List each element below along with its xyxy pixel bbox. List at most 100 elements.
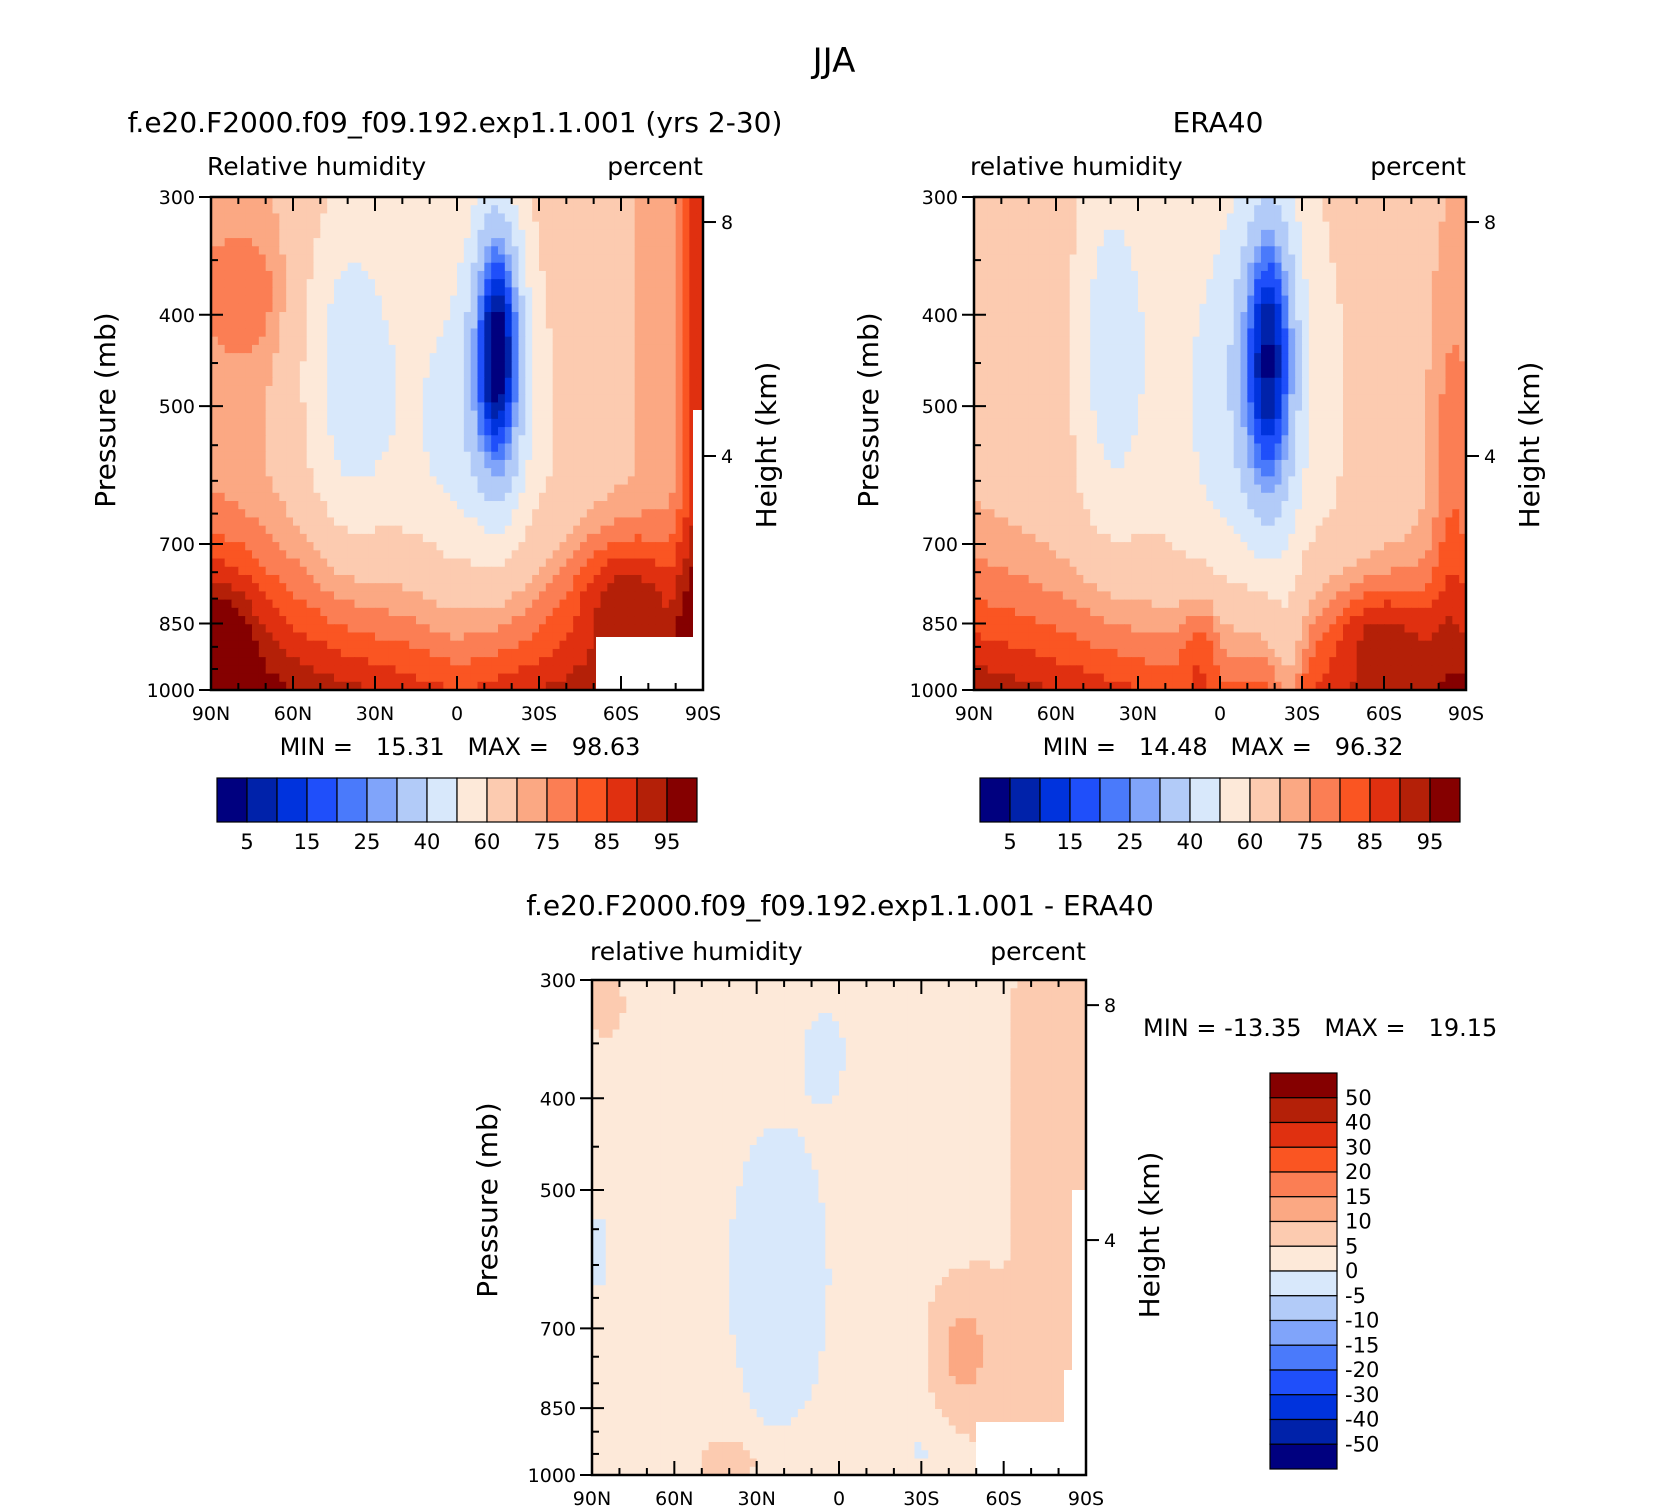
field-cell: [402, 402, 410, 412]
field-cell: [258, 459, 267, 469]
field-cell: [334, 492, 342, 502]
field-cell: [1144, 238, 1153, 247]
field-cell: [354, 197, 362, 206]
field-cell: [532, 591, 540, 601]
field-cell: [361, 377, 369, 387]
field-cell: [586, 279, 595, 288]
field-cell: [539, 443, 547, 453]
field-cell: [586, 681, 595, 691]
field-cell: [504, 353, 513, 362]
field-cell: [429, 533, 438, 543]
field-cell: [498, 591, 506, 601]
field-cell: [231, 542, 239, 551]
field-cell: [286, 459, 294, 469]
field-cell: [368, 246, 376, 256]
field-cell: [286, 205, 294, 215]
field-cell: [586, 648, 595, 658]
field-cell: [457, 295, 465, 305]
field-cell: [621, 410, 629, 420]
field-cell: [1261, 246, 1269, 256]
field-cell: [470, 394, 479, 404]
field-cell: [463, 525, 472, 535]
field-cell: [245, 312, 253, 321]
field-cell: [368, 533, 376, 543]
field-cell: [586, 221, 595, 231]
field-cell: [361, 410, 369, 420]
field-cell: [340, 681, 349, 691]
field-cell: [388, 377, 397, 387]
field-cell: [463, 213, 472, 223]
field-cell: [675, 566, 684, 576]
field-cell: [265, 443, 274, 453]
field-cell: [1384, 213, 1392, 223]
field-cell: [313, 542, 321, 551]
field-cell: [1028, 254, 1037, 264]
field-cell: [614, 344, 622, 354]
field-cell: [293, 566, 301, 576]
field-cell: [552, 607, 561, 617]
field-cell: [436, 279, 444, 288]
field-cell: [286, 476, 294, 486]
field-cell: [532, 599, 540, 609]
field-cell: [272, 344, 280, 354]
field-cell: [402, 427, 410, 436]
field-cell: [511, 205, 520, 215]
field-cell: [491, 451, 499, 461]
field-cell: [511, 542, 520, 551]
field-cell: [422, 517, 431, 527]
field-cell: [662, 558, 670, 568]
field-cell: [573, 501, 581, 510]
field-cell: [334, 459, 342, 469]
field-cell: [252, 435, 260, 445]
field-cell: [313, 385, 321, 395]
field-cell: [600, 484, 608, 494]
field-cell: [293, 344, 301, 354]
field-cell: [258, 632, 267, 642]
field-cell: [334, 673, 342, 683]
field-cell: [381, 501, 390, 510]
field-cell: [634, 221, 643, 231]
field-cell: [416, 287, 424, 297]
field-cell: [354, 262, 362, 272]
field-cell: [293, 443, 301, 453]
field-cell: [463, 361, 472, 371]
field-cell: [450, 476, 458, 486]
field-cell: [1151, 229, 1160, 239]
field-cell: [224, 574, 233, 584]
field-cell: [354, 542, 362, 551]
field-cell: [388, 213, 397, 223]
field-cell: [238, 574, 246, 584]
field-cell: [306, 607, 315, 617]
field-cell: [429, 377, 438, 387]
field-cell: [491, 443, 499, 453]
field-cell: [347, 443, 356, 453]
field-cell: [429, 632, 438, 642]
field-cell: [545, 410, 554, 420]
field-cell: [1363, 254, 1371, 264]
field-cell: [627, 353, 636, 362]
field-cell: [600, 616, 608, 625]
field-cell: [238, 640, 246, 650]
field-cell: [299, 558, 308, 568]
field-cell: [573, 484, 581, 494]
field-cell: [586, 640, 595, 650]
field-cell: [224, 607, 233, 617]
field-cell: [614, 369, 622, 379]
field-cell: [313, 443, 321, 453]
field-cell: [402, 344, 410, 354]
field-cell: [416, 262, 424, 272]
field-cell: [279, 509, 287, 519]
field-cell: [1220, 229, 1228, 239]
field-cell: [334, 418, 342, 428]
field-cell: [627, 279, 636, 288]
field-cell: [491, 484, 499, 494]
field-cell: [388, 640, 397, 650]
field-cell: [422, 328, 431, 338]
field-cell: [1274, 246, 1283, 256]
field-cell: [457, 525, 465, 535]
field-cell: [621, 451, 629, 461]
field-cell: [1431, 221, 1440, 231]
field-cell: [627, 583, 636, 592]
field-cell: [279, 657, 287, 666]
field-cell: [634, 492, 643, 502]
